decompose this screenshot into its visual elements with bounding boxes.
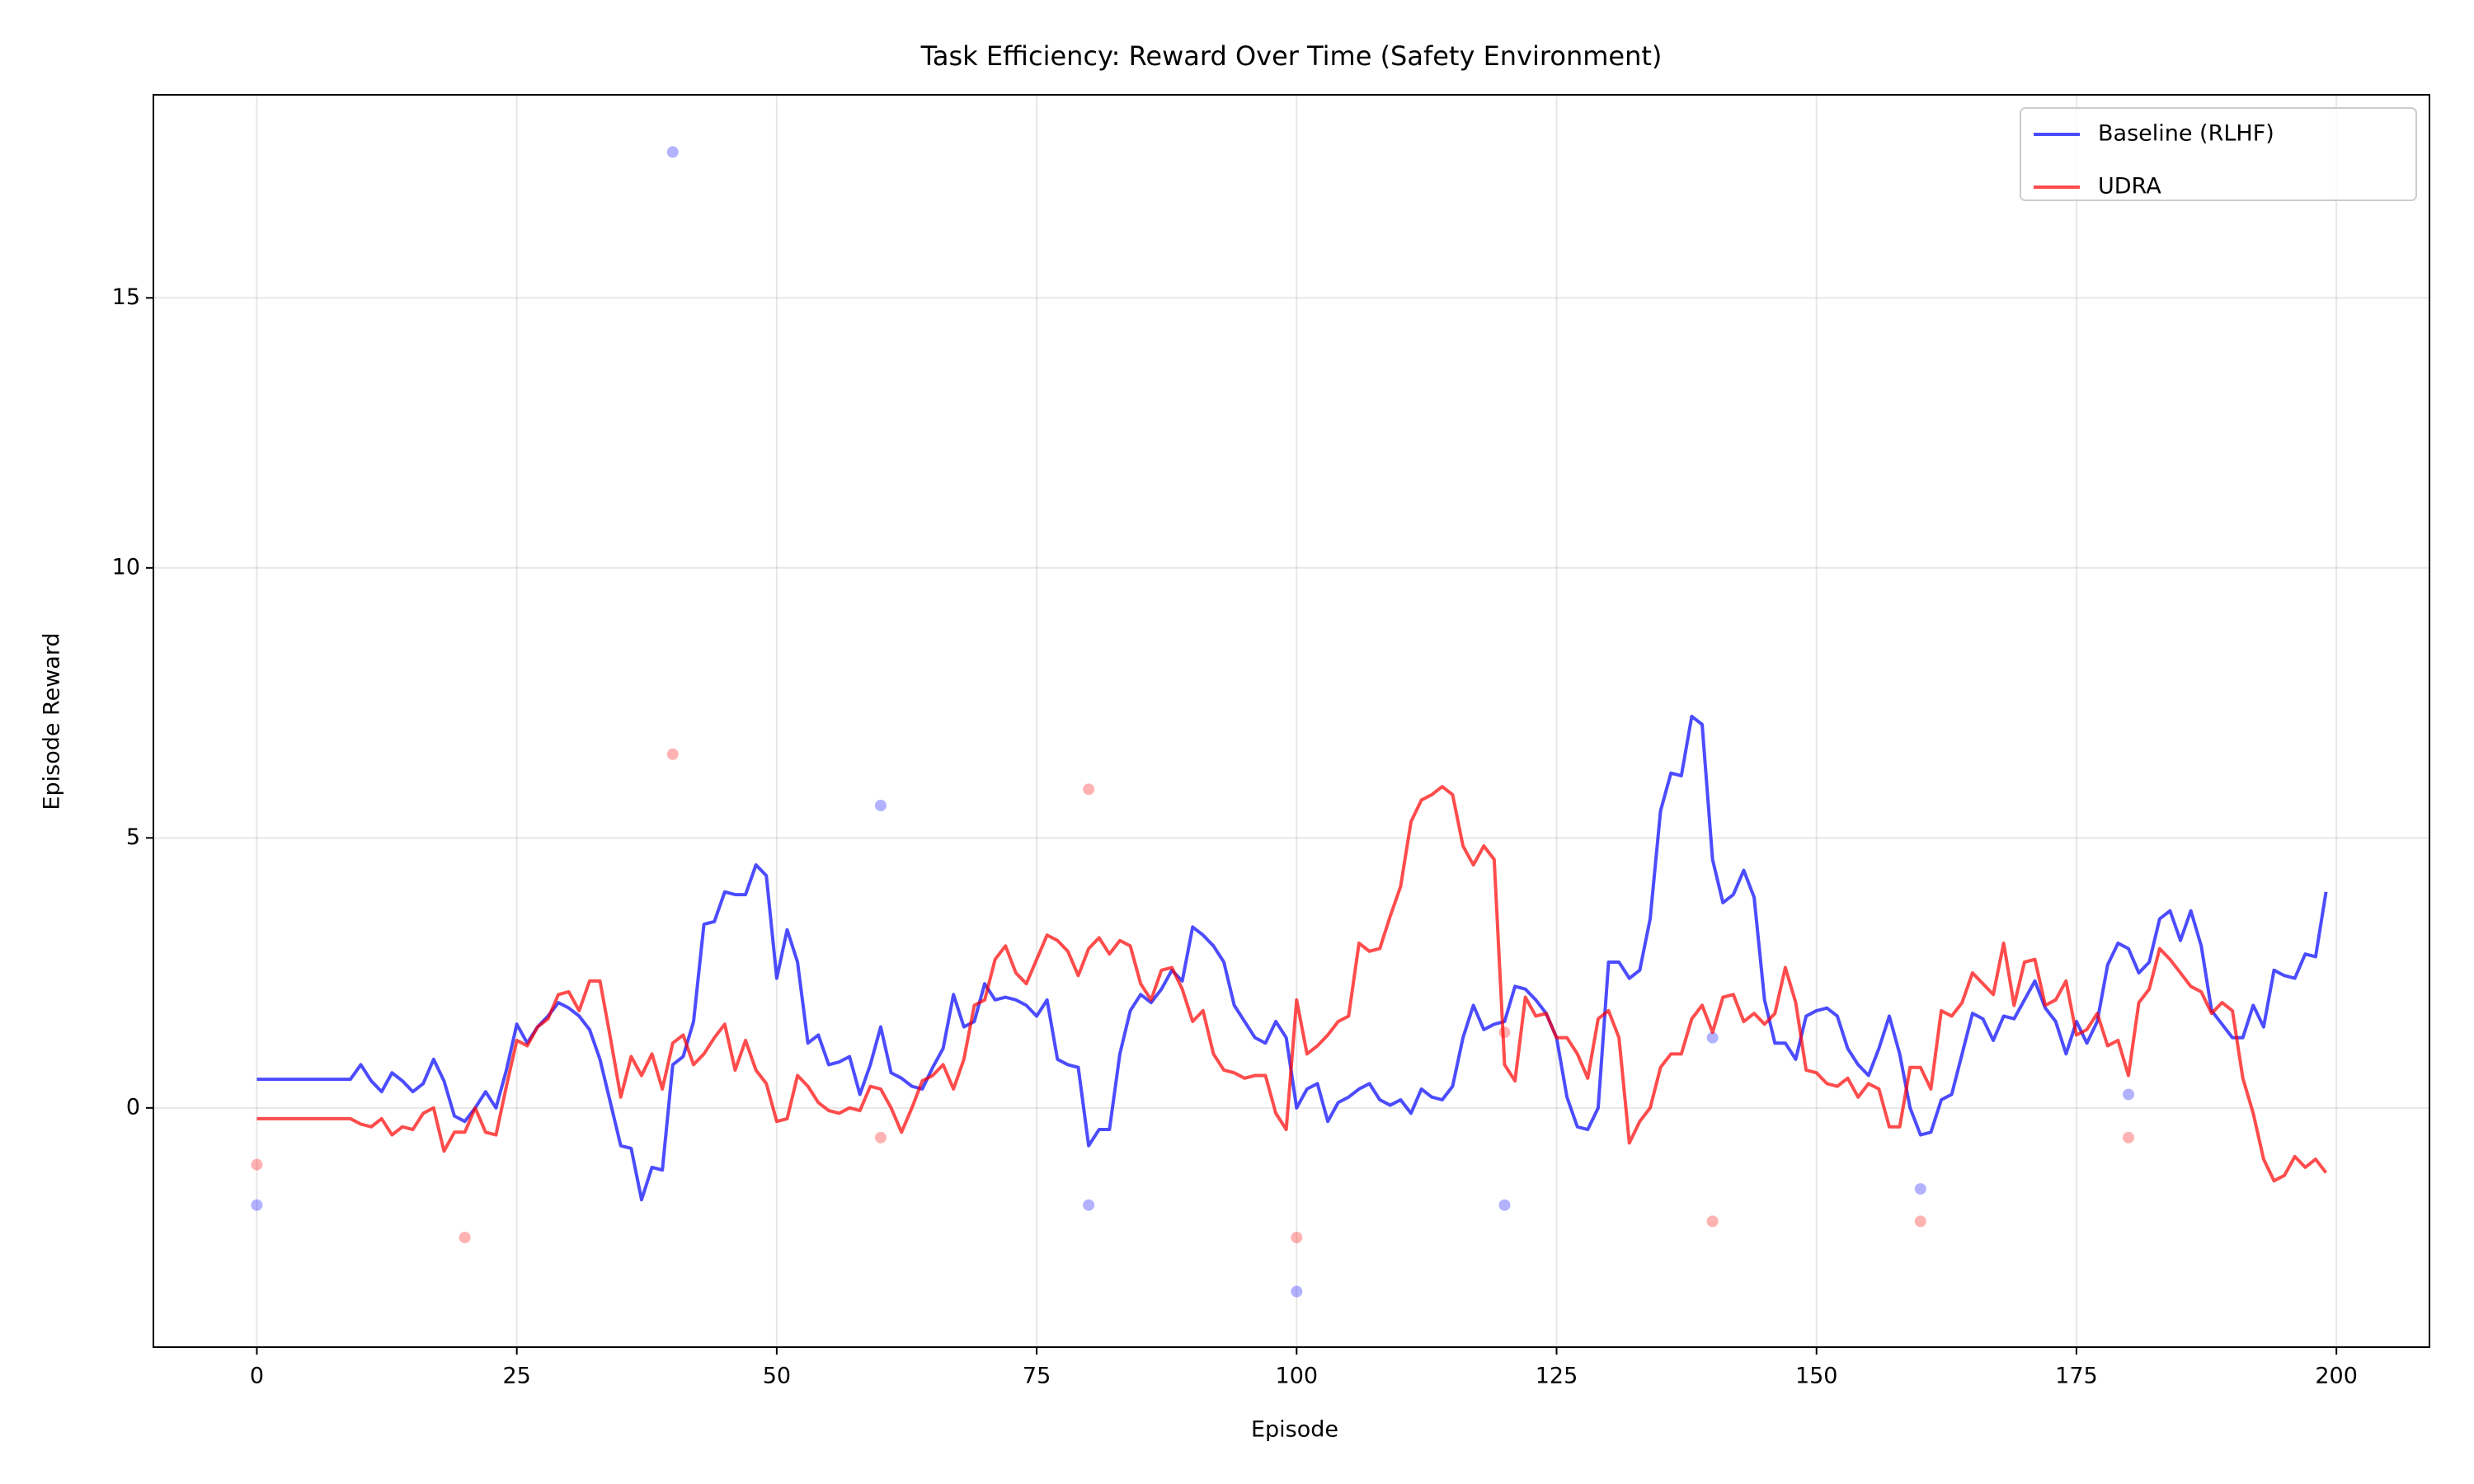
sample-point xyxy=(251,1199,263,1211)
sample-point xyxy=(459,1232,471,1244)
legend-label: UDRA xyxy=(2098,174,2161,200)
x-tick-label: 50 xyxy=(763,1364,791,1389)
y-tick-label: 5 xyxy=(126,824,140,850)
y-tick-label: 0 xyxy=(126,1094,140,1120)
sample-point xyxy=(1291,1285,1303,1298)
sample-point xyxy=(1706,1215,1719,1228)
sample-point xyxy=(666,748,679,760)
x-tick-label: 125 xyxy=(1536,1364,1578,1389)
x-tick-label: 175 xyxy=(2055,1364,2098,1389)
legend: Baseline (RLHF) UDRA xyxy=(2020,107,2417,201)
sample-point xyxy=(874,1131,887,1144)
series-line xyxy=(256,785,2328,1183)
sample-point xyxy=(666,146,679,158)
axes-frame xyxy=(153,94,2430,1348)
x-tick-label: 200 xyxy=(2315,1364,2358,1389)
sample-point xyxy=(2122,1088,2134,1101)
x-axis-label: Episode xyxy=(1251,1417,1338,1443)
x-tick-label: 0 xyxy=(250,1364,264,1389)
sample-point xyxy=(1291,1232,1303,1244)
x-tick-label: 100 xyxy=(1276,1364,1319,1389)
sample-point xyxy=(1083,1199,1095,1211)
legend-label: Baseline (RLHF) xyxy=(2098,121,2274,147)
legend-box xyxy=(2020,107,2417,201)
x-tick-label: 75 xyxy=(1023,1364,1051,1389)
sample-point xyxy=(2122,1131,2134,1144)
x-tick-label: 150 xyxy=(1795,1364,1838,1389)
sample-point xyxy=(1083,783,1095,796)
y-tick-label: 15 xyxy=(112,284,140,310)
sample-point xyxy=(874,800,887,812)
chart-title: Task Efficiency: Reward Over Time (Safet… xyxy=(920,40,1663,72)
grid xyxy=(153,95,2429,1347)
sample-point xyxy=(1498,1199,1511,1211)
sample-point xyxy=(1706,1031,1719,1044)
y-axis-label: Episode Reward xyxy=(40,632,65,810)
sample-point xyxy=(251,1158,263,1171)
x-tick-label: 25 xyxy=(502,1364,530,1389)
plot-area xyxy=(251,146,2328,1298)
sample-point xyxy=(1914,1183,1926,1195)
sample-point xyxy=(1914,1215,1926,1228)
y-tick-label: 10 xyxy=(112,554,140,580)
